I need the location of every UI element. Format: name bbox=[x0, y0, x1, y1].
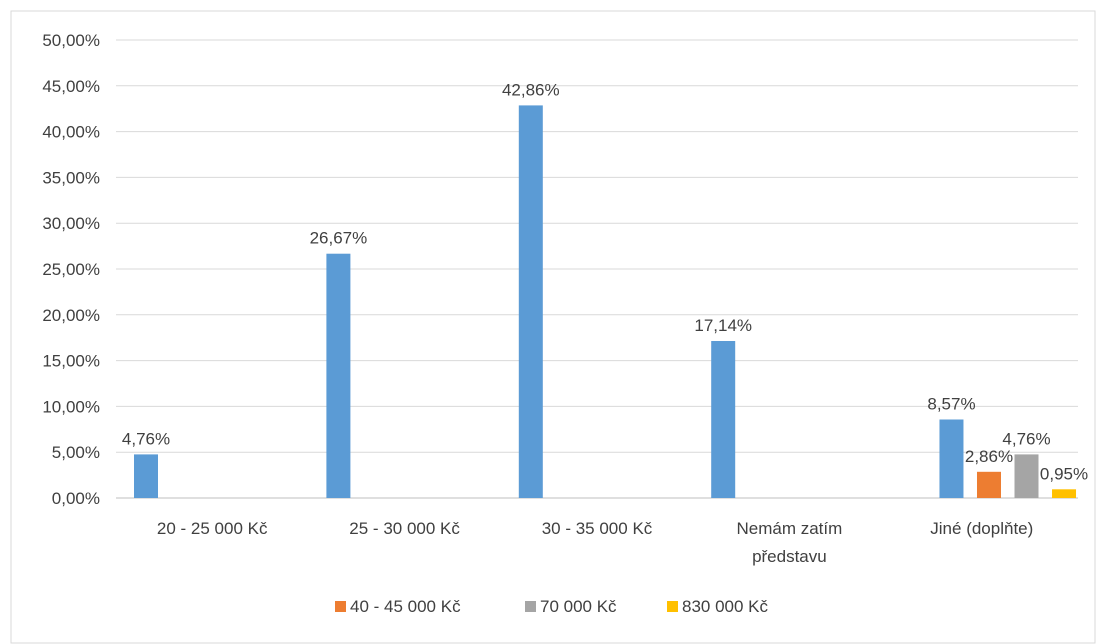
bar bbox=[711, 340, 736, 498]
y-tick-label: 20,00% bbox=[42, 306, 100, 325]
x-category-label: 30 - 35 000 Kč bbox=[542, 519, 653, 538]
y-tick-label: 35,00% bbox=[42, 168, 100, 187]
x-category-label: Nemám zatím bbox=[737, 519, 843, 538]
y-tick-label: 15,00% bbox=[42, 352, 100, 371]
y-tick-label: 10,00% bbox=[42, 397, 100, 416]
x-axis-categories: 20 - 25 000 Kč 25 - 30 000 Kč 30 - 35 000 … bbox=[157, 519, 1033, 566]
y-tick-label: 30,00% bbox=[42, 214, 100, 233]
x-category-label: představu bbox=[752, 547, 827, 566]
y-tick-label: 50,00% bbox=[42, 31, 100, 50]
bar bbox=[518, 105, 543, 498]
data-label: 0,95% bbox=[1040, 464, 1088, 483]
y-tick-label: 0,00% bbox=[52, 489, 100, 508]
y-tick-label: 25,00% bbox=[42, 260, 100, 279]
gridlines bbox=[116, 39, 1078, 499]
bars bbox=[134, 105, 1077, 498]
legend-label: 70 000 Kč bbox=[540, 597, 617, 616]
bar bbox=[976, 471, 1001, 498]
data-label: 42,86% bbox=[502, 80, 560, 99]
legend-label: 830 000 Kč bbox=[682, 597, 769, 616]
data-label: 8,57% bbox=[927, 394, 975, 413]
bar bbox=[326, 253, 351, 498]
x-category-label: 20 - 25 000 Kč bbox=[157, 519, 268, 538]
legend-swatch bbox=[335, 601, 346, 612]
y-tick-label: 40,00% bbox=[42, 123, 100, 142]
x-category-label: Jiné (doplňte) bbox=[930, 519, 1033, 538]
bar bbox=[134, 454, 158, 498]
y-tick-label: 5,00% bbox=[52, 443, 100, 462]
legend: 40 - 45 000 Kč 70 000 Kč 830 000 Kč bbox=[335, 597, 769, 616]
data-label: 17,14% bbox=[694, 316, 752, 335]
bar bbox=[1052, 489, 1077, 498]
data-label: 4,76% bbox=[122, 429, 170, 448]
data-label: 26,67% bbox=[310, 229, 368, 248]
y-axis-ticks: 0,00% 5,00% 10,00% 15,00% 20,00% 25,00% 30,00%… bbox=[42, 31, 100, 508]
data-labels: 4,76%26,67%42,86%17,14%8,57%2,86%4,76%0,… bbox=[122, 80, 1088, 483]
legend-swatch bbox=[525, 601, 536, 612]
data-label: 2,86% bbox=[965, 447, 1013, 466]
bar bbox=[1014, 454, 1039, 498]
bar bbox=[939, 419, 964, 498]
y-tick-label: 45,00% bbox=[42, 77, 100, 96]
legend-swatch bbox=[667, 601, 678, 612]
x-category-label: 25 - 30 000 Kč bbox=[349, 519, 460, 538]
legend-label: 40 - 45 000 Kč bbox=[350, 597, 461, 616]
chart-border bbox=[10, 10, 1096, 644]
data-label: 4,76% bbox=[1002, 429, 1050, 448]
